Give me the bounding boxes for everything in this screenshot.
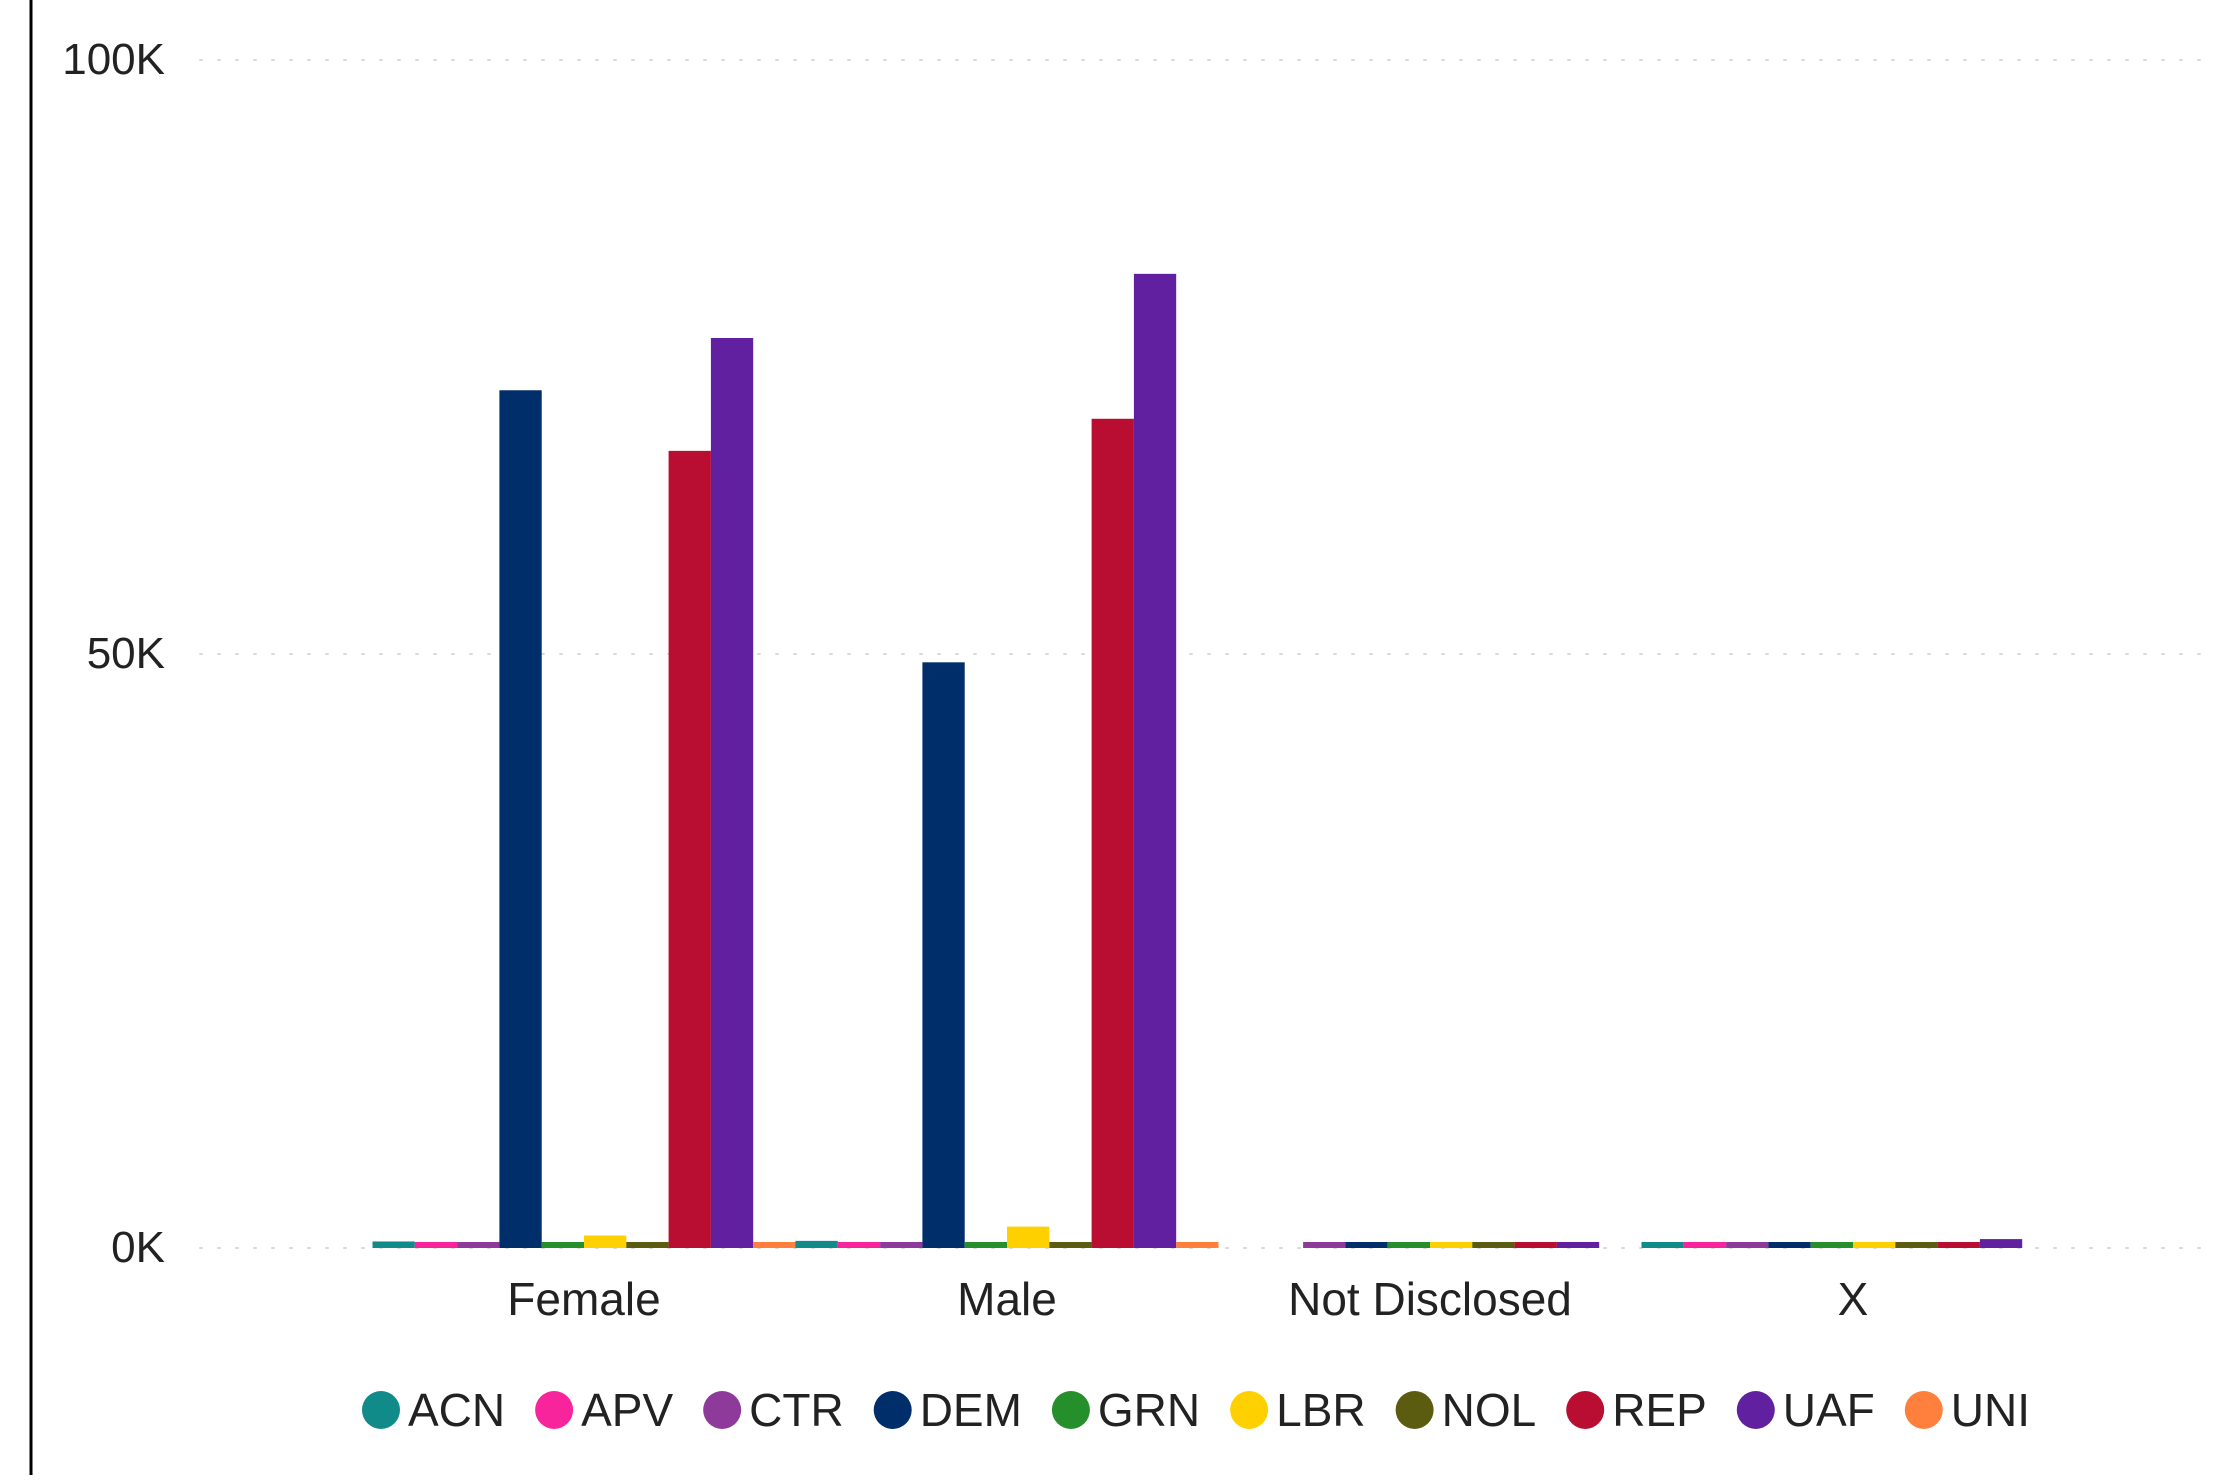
bar-grn-female[interactable]: [541, 1242, 584, 1248]
bar-lbr-female[interactable]: [584, 1235, 627, 1248]
bar-apv-male[interactable]: [837, 1242, 881, 1248]
legend-item-acn[interactable]: ACN: [361, 1384, 505, 1436]
legend-label: NOL: [1442, 1384, 1537, 1436]
legend-item-nol[interactable]: NOL: [1395, 1384, 1537, 1436]
bar-dem-male[interactable]: [922, 662, 965, 1248]
legend-swatch: [1230, 1391, 1269, 1429]
legend-item-uni[interactable]: UNI: [1904, 1384, 2030, 1436]
bar-rep-x[interactable]: [1937, 1242, 1980, 1248]
legend-item-ctr[interactable]: CTR: [703, 1384, 844, 1436]
bars: [372, 273, 2023, 1249]
legend-label: DEM: [920, 1384, 1022, 1436]
bar-lbr-x[interactable]: [1853, 1242, 1896, 1248]
y-tick-label: 50K: [87, 629, 165, 678]
legend-swatch: [1736, 1391, 1775, 1429]
bar-ctr-not-disclosed[interactable]: [1303, 1242, 1346, 1248]
x-tick-label: Female: [507, 1273, 660, 1325]
bar-grn-not-disclosed[interactable]: [1387, 1242, 1430, 1248]
bar-rep-female[interactable]: [668, 450, 711, 1248]
legend-swatch: [535, 1391, 574, 1429]
legend-label: CTR: [749, 1384, 844, 1436]
bar-lbr-male[interactable]: [1007, 1226, 1050, 1248]
legend-label: UNI: [1951, 1384, 2030, 1436]
bar-nol-male[interactable]: [1049, 1242, 1092, 1248]
legend-item-lbr[interactable]: LBR: [1230, 1384, 1366, 1436]
x-tick-label: Male: [957, 1273, 1057, 1325]
bar-uaf-x[interactable]: [1979, 1239, 2023, 1248]
legend[interactable]: ACN APV CTR DEM GRN LBR NOL REP UAF UNI: [361, 1384, 2030, 1436]
legend-label: GRN: [1098, 1384, 1200, 1436]
bar-lbr-not-disclosed[interactable]: [1430, 1242, 1473, 1248]
x-tick-label: X: [1838, 1273, 1869, 1325]
y-axis: 0K 50K 100K: [62, 35, 165, 1272]
bar-uni-female[interactable]: [753, 1242, 796, 1248]
bar-ctr-female[interactable]: [457, 1242, 500, 1248]
legend-label: UAF: [1783, 1384, 1875, 1436]
bar-nol-female[interactable]: [626, 1242, 669, 1248]
bar-dem-x[interactable]: [1768, 1242, 1811, 1248]
legend-item-apv[interactable]: APV: [535, 1384, 673, 1436]
bar-grn-x[interactable]: [1810, 1242, 1853, 1248]
bar-apv-x[interactable]: [1683, 1242, 1727, 1248]
bar-nol-not-disclosed[interactable]: [1472, 1242, 1515, 1248]
bar-uaf-female[interactable]: [710, 337, 754, 1248]
bar-dem-not-disclosed[interactable]: [1345, 1242, 1388, 1248]
bar-acn-female[interactable]: [372, 1241, 415, 1248]
legend-swatch: [873, 1391, 912, 1429]
x-tick-label: Not Disclosed: [1288, 1273, 1572, 1325]
bar-rep-male[interactable]: [1091, 418, 1134, 1248]
legend-item-dem[interactable]: DEM: [873, 1384, 1022, 1436]
legend-label: LBR: [1276, 1384, 1365, 1436]
bar-grn-male[interactable]: [964, 1242, 1007, 1248]
bar-ctr-male[interactable]: [880, 1242, 923, 1248]
legend-swatch: [1051, 1391, 1090, 1429]
bar-dem-female[interactable]: [499, 390, 542, 1248]
legend-label: APV: [581, 1384, 673, 1436]
bar-acn-male[interactable]: [795, 1240, 838, 1248]
y-tick-label: 100K: [62, 35, 165, 84]
bar-uaf-not-disclosed[interactable]: [1556, 1242, 1600, 1248]
bar-uni-male[interactable]: [1176, 1242, 1219, 1248]
y-tick-label: 0K: [111, 1223, 165, 1272]
legend-label: ACN: [408, 1384, 505, 1436]
bar-acn-x[interactable]: [1641, 1242, 1684, 1248]
legend-swatch: [1904, 1391, 1943, 1429]
legend-label: REP: [1612, 1384, 1707, 1436]
bar-nol-x[interactable]: [1895, 1242, 1938, 1248]
legend-swatch: [1566, 1391, 1605, 1429]
legend-item-grn[interactable]: GRN: [1051, 1384, 1200, 1436]
bar-apv-female[interactable]: [414, 1242, 458, 1248]
legend-swatch: [361, 1391, 400, 1429]
legend-item-rep[interactable]: REP: [1566, 1384, 1707, 1436]
bar-uaf-male[interactable]: [1133, 273, 1177, 1249]
bar-rep-not-disclosed[interactable]: [1514, 1242, 1557, 1248]
legend-swatch: [703, 1391, 742, 1429]
legend-item-uaf[interactable]: UAF: [1736, 1384, 1875, 1436]
legend-swatch: [1395, 1391, 1434, 1429]
x-axis: Female Male Not Disclosed X: [507, 1273, 1868, 1325]
bar-ctr-x[interactable]: [1726, 1242, 1769, 1248]
